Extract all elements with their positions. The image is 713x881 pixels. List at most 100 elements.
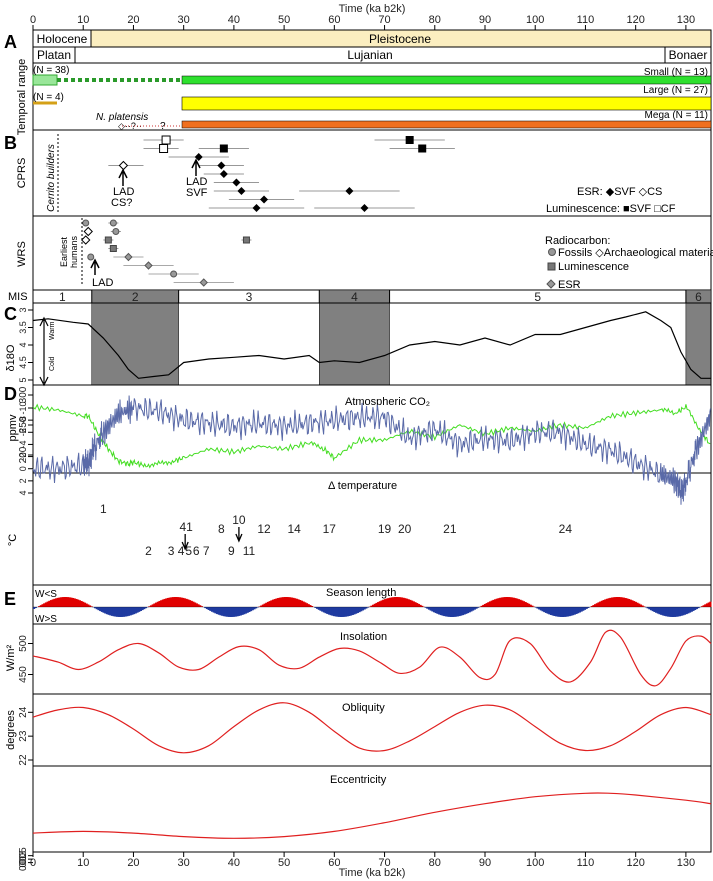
large-label: Large (N = 27) xyxy=(643,85,708,96)
panel-label-e: E xyxy=(4,589,16,609)
do-event-label: 3 xyxy=(168,544,175,558)
co2-title: Atmospheric CO₂ xyxy=(345,396,430,408)
warm-label: Warm xyxy=(49,321,56,340)
cprs-point xyxy=(345,187,353,195)
co2-tick-label: 300 xyxy=(18,386,29,403)
d18o-tick-label: 4.5 xyxy=(18,356,28,369)
wrs-point xyxy=(110,246,116,252)
small-range-bar xyxy=(182,76,711,84)
bottom-tick-label: 50 xyxy=(278,857,290,869)
large-holocene-n: (N = 4) xyxy=(33,92,64,103)
top-tick-label: 130 xyxy=(677,14,695,26)
do-event-label: 12 xyxy=(257,522,271,536)
bottom-tick-label: 130 xyxy=(677,857,695,869)
d18o-tick-label: 5 xyxy=(18,377,28,382)
bottom-tick-label: 120 xyxy=(626,857,644,869)
bottom-tick-label: 100 xyxy=(526,857,544,869)
top-tick-label: 30 xyxy=(178,14,190,26)
do-event-label: 14 xyxy=(287,522,301,536)
d18o-axis: 33.544.55 xyxy=(18,307,33,382)
large-range-bar xyxy=(182,97,711,110)
ecc-curve xyxy=(33,793,711,838)
do-event-label: 7 xyxy=(203,544,210,558)
cprs-point xyxy=(217,162,225,170)
humans-label: humans xyxy=(69,235,79,268)
cprs-point xyxy=(220,145,228,153)
wrs-point xyxy=(84,228,92,236)
top-tick-label: 110 xyxy=(577,14,595,26)
do-event-label: 8 xyxy=(218,522,225,536)
mis-stage-label: 2 xyxy=(132,290,139,304)
top-axis-ticks: 0 10 20 30 40 50 60 70 80 90 100 110 120 130 xyxy=(30,14,695,30)
radiocarbon-title: Radiocarbon: xyxy=(545,235,610,247)
cprs-points xyxy=(108,136,455,212)
bottom-tick-label: 80 xyxy=(429,857,441,869)
cprs-point xyxy=(160,145,168,153)
do-event-label: 6 xyxy=(193,544,200,558)
bottom-tick-label: 110 xyxy=(577,857,595,869)
obl-title: Obliquity xyxy=(342,702,385,714)
do-events: 12 3 4415 6 789101112 14 17 19 20 21 24 xyxy=(100,502,572,558)
do-event-label: 20 xyxy=(398,522,412,536)
insol-ylabel: W/m² xyxy=(5,645,17,672)
co2-curve xyxy=(33,404,710,467)
top-tick-label: 20 xyxy=(127,14,139,26)
do-event-label: 11 xyxy=(243,544,256,558)
temporal-range-label: Temporal range xyxy=(16,59,28,135)
small-holocene-n: (N = 38) xyxy=(33,65,69,76)
d18o-tick-label: 4 xyxy=(18,342,28,347)
season-pos xyxy=(709,602,711,607)
event-arrow-10 xyxy=(236,527,242,541)
wrs-point xyxy=(145,262,152,269)
mis-label: MIS xyxy=(8,291,28,303)
top-tick-label: 70 xyxy=(378,14,390,26)
cerrito-label: Cerrito builders xyxy=(46,144,57,212)
mega-range-bar xyxy=(182,121,711,128)
do-event-label: 9 xyxy=(228,544,235,558)
do-event-label: 2 xyxy=(145,544,152,558)
mega-label: Mega (N = 11) xyxy=(645,110,708,121)
season-wgs-label: W>S xyxy=(35,614,57,625)
wrs-point xyxy=(113,229,119,235)
wrs-point xyxy=(243,237,249,243)
temp-tick-label: -6 xyxy=(18,428,28,436)
wrs-point xyxy=(171,271,177,277)
top-tick-label: 90 xyxy=(479,14,491,26)
top-tick-label: 10 xyxy=(77,14,89,26)
cold-label: Cold xyxy=(49,356,56,371)
obl-axis: 222324 xyxy=(18,706,33,765)
temp-tick-label: -8 xyxy=(18,416,28,424)
cprs-point xyxy=(360,204,368,212)
small-holocene-box xyxy=(33,75,57,85)
lad-cs-label: CS? xyxy=(111,197,132,209)
d18o-tick-label: 3 xyxy=(18,307,28,312)
do-event-label: 10 xyxy=(232,513,246,527)
bottom-tick-label: 20 xyxy=(127,857,139,869)
ecc-tick-label: 005 xyxy=(18,847,29,864)
do-event-label: 1 xyxy=(100,502,107,516)
insol-tick-label: 500 xyxy=(18,635,29,652)
epoch-pleistocene: Pleistocene xyxy=(369,32,431,46)
top-tick-label: 80 xyxy=(429,14,441,26)
cprs-point xyxy=(260,196,268,204)
mis-stage-label: 3 xyxy=(246,290,253,304)
temp-ylabel: °C xyxy=(7,534,19,546)
d18o-label: δ18O xyxy=(5,344,17,371)
mis-stage-label: 4 xyxy=(351,290,358,304)
bottom-tick-label: 0 xyxy=(30,857,36,869)
obl-ylabel: degrees xyxy=(5,710,17,750)
temp-tick-label: -10 xyxy=(18,401,28,414)
cprs-point xyxy=(418,145,426,153)
cprs-point xyxy=(220,170,228,178)
obl-tick-label: 22 xyxy=(18,754,29,766)
insol-title: Insolation xyxy=(340,631,387,643)
top-axis-title: Time (ka b2k) xyxy=(339,3,406,15)
lad-svf-label: SVF xyxy=(186,187,208,199)
cprs-point xyxy=(406,136,414,144)
top-tick-label: 100 xyxy=(526,14,544,26)
lad-label-3: LAD xyxy=(92,277,113,289)
top-tick-label: 60 xyxy=(328,14,340,26)
earliest-label: Earliest xyxy=(59,236,69,267)
do-event-label: 17 xyxy=(323,522,337,536)
